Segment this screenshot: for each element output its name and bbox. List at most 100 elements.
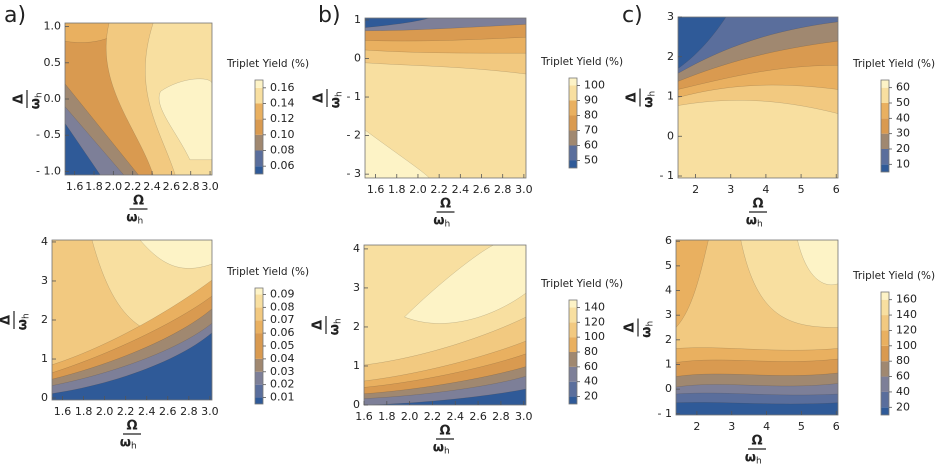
x-label-denominator: ω bbox=[126, 211, 137, 226]
x-tick-label: 6 bbox=[833, 183, 840, 196]
colorbar-band bbox=[881, 164, 889, 172]
x-tick-label: 2.6 bbox=[163, 180, 181, 193]
colorbar-band bbox=[881, 407, 889, 415]
x-tick-label: 2.8 bbox=[182, 180, 200, 193]
x-tick-label: 2.2 bbox=[124, 180, 142, 193]
contour-line bbox=[159, 79, 212, 160]
colorbar-band bbox=[881, 315, 889, 331]
y-label-subscript: h bbox=[648, 91, 658, 97]
contour-plot bbox=[678, 17, 838, 178]
y-tick-label: 6 bbox=[665, 234, 672, 247]
x-label-numerator: Ω bbox=[133, 194, 144, 209]
colorbar-band bbox=[569, 352, 577, 367]
colorbar-band bbox=[569, 100, 577, 116]
colorbar-tick-label: 40 bbox=[896, 111, 910, 124]
y-tick-label: - 1 bbox=[660, 169, 674, 182]
x-tick-label: 2.0 bbox=[409, 183, 427, 196]
y-label-subscript: h bbox=[334, 318, 344, 324]
colorbar-band bbox=[255, 384, 263, 398]
colorbar-tick-label: 0.02 bbox=[270, 378, 295, 391]
y-label-denominator: ω bbox=[329, 97, 344, 108]
colorbar-tick-label: 70 bbox=[584, 124, 598, 137]
colorbar-title: Triplet Yield (%) bbox=[540, 278, 623, 290]
contour-line bbox=[678, 17, 726, 69]
colorbar-band bbox=[881, 292, 889, 300]
colorbar-tick-label: 0.14 bbox=[270, 97, 295, 110]
contour-region bbox=[65, 123, 101, 175]
colorbar-band bbox=[881, 345, 889, 362]
colorbar-tick-label: 0.12 bbox=[270, 112, 295, 125]
colorbar-frame bbox=[880, 79, 890, 173]
x-label-subscript: h bbox=[756, 457, 762, 465]
y-tick-label: - 1 bbox=[658, 407, 672, 420]
x-tick-label: 1.6 bbox=[367, 183, 385, 196]
colorbar-tick-label: 100 bbox=[896, 339, 917, 352]
panel-label: a) bbox=[4, 3, 26, 28]
colorbar-band bbox=[881, 103, 889, 119]
colorbar-tick-label: 0.08 bbox=[270, 300, 295, 313]
colorbar-band bbox=[255, 119, 263, 135]
x-label-subscript: h bbox=[131, 442, 137, 452]
colorbar-tick-label: 0.07 bbox=[270, 313, 295, 326]
y-label-denominator: ω bbox=[640, 327, 655, 338]
colorbar-title: Triplet Yield (%) bbox=[852, 270, 935, 282]
colorbar-band bbox=[255, 346, 263, 359]
y-label-numerator: Δ bbox=[623, 322, 638, 332]
colorbar-tick-label: 100 bbox=[584, 79, 605, 92]
colorbar-tick-label: 40 bbox=[584, 375, 598, 388]
colorbar-band bbox=[569, 337, 577, 352]
colorbar-band bbox=[881, 376, 889, 392]
x-tick-label: 2 bbox=[692, 183, 699, 196]
colorbar-tick-label: 90 bbox=[584, 94, 598, 107]
y-label-subscript: h bbox=[35, 92, 45, 98]
x-label-denominator: ω bbox=[433, 441, 444, 456]
x-tick-label: 2.0 bbox=[96, 405, 114, 418]
colorbar-band bbox=[569, 130, 577, 146]
colorbar-frame bbox=[254, 79, 264, 175]
x-label-numerator: Ω bbox=[126, 419, 137, 434]
x-label-denominator: ω bbox=[745, 451, 756, 465]
colorbar-tick-label: 50 bbox=[584, 154, 598, 167]
colorbar-frame bbox=[568, 77, 578, 169]
contour-region bbox=[678, 17, 838, 74]
contour-region bbox=[52, 332, 212, 400]
contour-line bbox=[65, 84, 139, 175]
colorbar-tick-label: 60 bbox=[584, 139, 598, 152]
colorbar-band bbox=[881, 133, 889, 149]
colorbar-tick-label: 40 bbox=[896, 385, 910, 398]
y-tick-label: 0 bbox=[665, 382, 672, 395]
contour-region bbox=[676, 402, 838, 415]
colorbar-band bbox=[881, 330, 889, 346]
contour-region bbox=[678, 17, 726, 69]
x-tick-label: 2.8 bbox=[492, 410, 510, 423]
colorbar-frame bbox=[880, 291, 890, 416]
panel-label: c) bbox=[622, 3, 643, 28]
panel: a) 1.6 1.8 2.0 2.2 2.4 2.6 2.8 3.0 - 1.0 - 0.5 0.0 0… bbox=[4, 3, 309, 227]
colorbar-band bbox=[881, 299, 889, 316]
contour-line bbox=[65, 123, 100, 175]
colorbar-band bbox=[569, 160, 577, 168]
colorbar-band bbox=[255, 358, 263, 372]
colorbar-band bbox=[255, 320, 263, 334]
colorbar-tick-label: 80 bbox=[896, 354, 910, 367]
x-tick-label: 2.4 bbox=[447, 410, 465, 423]
x-tick-label: 2.8 bbox=[180, 405, 198, 418]
colorbar-tick-label: 20 bbox=[896, 400, 910, 413]
x-tick-label: 5 bbox=[798, 183, 805, 196]
y-tick-label: 5 bbox=[665, 259, 672, 272]
x-tick-label: 1.6 bbox=[355, 410, 373, 423]
x-tick-label: 2.2 bbox=[424, 410, 442, 423]
y-tick-label: 1 bbox=[353, 359, 360, 372]
x-tick-label: 1.8 bbox=[378, 410, 396, 423]
y-tick-label: 2 bbox=[667, 50, 674, 63]
contour-line bbox=[676, 240, 708, 328]
contour-line bbox=[65, 107, 124, 175]
contour-plot bbox=[65, 23, 212, 175]
x-label-denominator: ω bbox=[746, 214, 757, 229]
x-tick-label: 1.8 bbox=[388, 183, 406, 196]
colorbar-band bbox=[255, 150, 263, 167]
y-tick-label: - 2 bbox=[347, 129, 361, 142]
y-tick-label: 2 bbox=[353, 320, 360, 333]
contour-region bbox=[365, 130, 430, 178]
